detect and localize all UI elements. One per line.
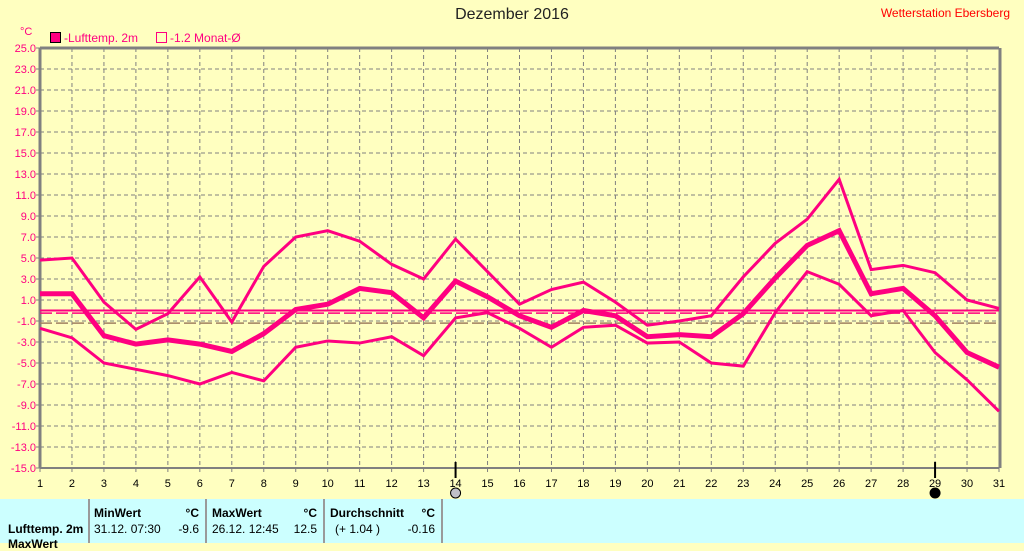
avg-deviation: (+ 1.04 )	[335, 522, 380, 536]
x-tick-label: 20	[641, 478, 653, 490]
legend-swatch-filled	[50, 32, 61, 43]
x-tick-label: 16	[513, 478, 525, 490]
y-tick-label: 9.0	[21, 211, 36, 223]
y-tick-label: -13.0	[11, 442, 36, 454]
legend-label: -Lufttemp. 2m	[64, 31, 138, 45]
y-tick-label: 5.0	[21, 253, 36, 265]
x-tick-label: 26	[833, 478, 845, 490]
y-tick-label: 11.0	[15, 190, 36, 202]
min-value: -9.6	[178, 522, 199, 536]
max-unit: °C	[304, 506, 317, 520]
y-tick-label: 7.0	[21, 232, 36, 244]
station-name: Wetterstation Ebersberg	[881, 6, 1010, 20]
x-tick-label: 9	[293, 478, 299, 490]
x-tick-label: 19	[609, 478, 621, 490]
x-tick-label: 13	[417, 478, 429, 490]
x-tick-label: 8	[261, 478, 267, 490]
chart-title: Dezember 2016	[0, 6, 1024, 24]
row-label-2: MaxWert	[8, 537, 58, 551]
legend: -Lufttemp. 2m -1.2 Monat-Ø	[50, 31, 241, 45]
y-tick-label: -5.0	[17, 358, 36, 370]
max-date: 26.12. 12:45	[212, 522, 279, 536]
full-moon-icon	[451, 488, 461, 498]
y-tick-label: 1.0	[21, 295, 36, 307]
max-column: MaxWert °C 26.12. 12:45 12.5	[207, 499, 325, 543]
y-tick-label: 3.0	[21, 274, 36, 286]
x-tick-label: 23	[737, 478, 749, 490]
y-tick-label: 15.0	[15, 148, 36, 160]
legend-item-series: -Lufttemp. 2m	[50, 31, 138, 45]
y-tick-label: -1.0	[17, 316, 36, 328]
temperature-chart: 25.023.021.019.017.015.013.011.09.07.05.…	[0, 0, 1024, 499]
x-tick-label: 30	[961, 478, 973, 490]
x-tick-label: 18	[577, 478, 589, 490]
stats-panel: Lufttemp. 2m MaxWert MinWert °C 31.12. 0…	[0, 499, 1024, 543]
y-tick-label: 23.0	[15, 64, 36, 76]
min-date: 31.12. 07:30	[94, 522, 161, 536]
x-tick-label: 11	[354, 478, 365, 490]
legend-swatch-empty	[156, 32, 167, 43]
y-tick-label: -3.0	[17, 337, 36, 349]
y-axis-unit: °C	[20, 26, 32, 38]
legend-item-normal: -1.2 Monat-Ø	[156, 31, 241, 45]
x-tick-label: 22	[705, 478, 717, 490]
x-tick-label: 28	[897, 478, 909, 490]
x-tick-label: 3	[101, 478, 107, 490]
y-tick-label: -11.0	[12, 421, 36, 433]
avg-value: -0.16	[408, 522, 435, 536]
max-value: 12.5	[294, 522, 317, 536]
y-tick-label: 19.0	[15, 106, 36, 118]
max-header: MaxWert	[212, 506, 262, 520]
y-tick-label: -9.0	[17, 400, 36, 412]
x-tick-label: 17	[545, 478, 557, 490]
avg-unit: °C	[422, 506, 435, 520]
x-tick-label: 4	[133, 478, 139, 490]
legend-label: -1.2 Monat-Ø	[170, 31, 241, 45]
min-column: MinWert °C 31.12. 07:30 -9.6	[90, 499, 207, 543]
x-tick-label: 31	[993, 478, 1005, 490]
x-tick-label: 21	[673, 478, 685, 490]
y-tick-label: -15.0	[11, 463, 36, 475]
row-label: Lufttemp. 2m	[8, 522, 83, 536]
x-tick-label: 24	[769, 478, 781, 490]
y-tick-label: 17.0	[15, 127, 36, 139]
avg-column: Durchschnitt °C (+ 1.04 ) -0.16	[325, 499, 443, 543]
x-tick-label: 5	[165, 478, 171, 490]
y-tick-label: 13.0	[15, 169, 36, 181]
avg-header: Durchschnitt	[330, 506, 404, 520]
min-header: MinWert	[94, 506, 141, 520]
min-unit: °C	[186, 506, 199, 520]
y-tick-label: -7.0	[17, 379, 36, 391]
x-tick-label: 2	[69, 478, 75, 490]
y-tick-label: 21.0	[15, 85, 36, 97]
x-tick-label: 1	[37, 478, 43, 490]
x-tick-label: 6	[197, 478, 203, 490]
y-tick-label: 25.0	[15, 43, 36, 55]
x-tick-label: 27	[865, 478, 877, 490]
x-tick-label: 15	[481, 478, 493, 490]
x-tick-label: 12	[386, 478, 398, 490]
new-moon-icon	[930, 488, 940, 498]
x-tick-label: 25	[801, 478, 813, 490]
x-tick-label: 7	[229, 478, 235, 490]
row-label-column: Lufttemp. 2m MaxWert	[0, 499, 90, 543]
x-tick-label: 10	[322, 478, 334, 490]
